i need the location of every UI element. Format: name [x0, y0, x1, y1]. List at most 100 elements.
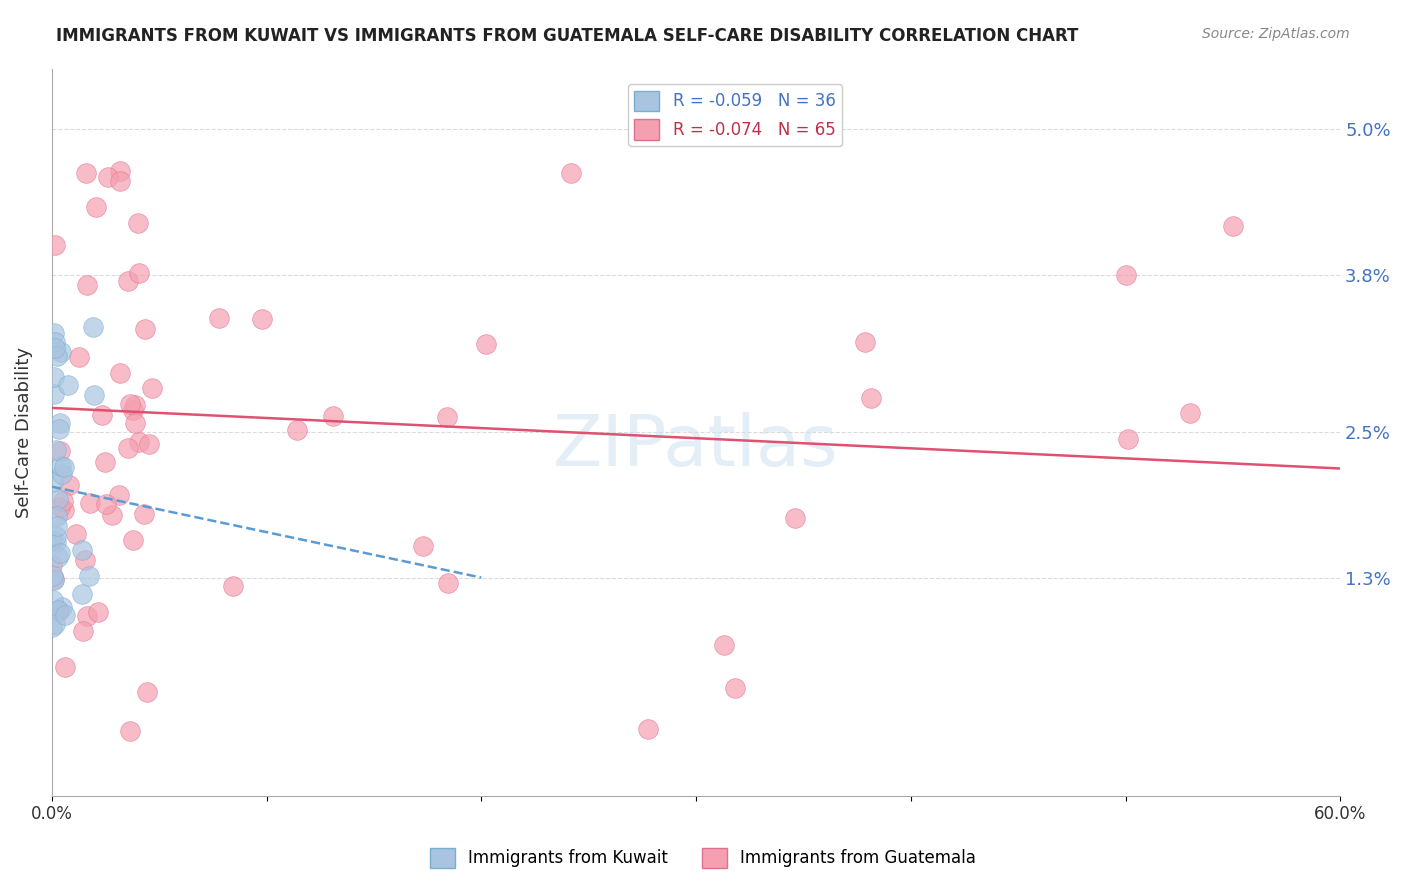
Point — [46, 518, 69, 533]
Point — [136, 685, 159, 699]
Point — [250, 312, 273, 326]
Point — [48, 500, 70, 515]
Point — [41, 533, 63, 547]
Legend: Immigrants from Kuwait, Immigrants from Guatemala: Immigrants from Kuwait, Immigrants from … — [423, 841, 983, 875]
Point — [49, 344, 72, 359]
Point — [637, 723, 659, 737]
Point — [853, 334, 876, 349]
Point — [41, 558, 63, 573]
Point — [128, 434, 150, 449]
Point — [82, 320, 104, 334]
Point — [120, 724, 142, 739]
Point — [76, 608, 98, 623]
Point — [285, 423, 308, 437]
Point — [221, 578, 243, 592]
Point — [49, 546, 72, 560]
Point — [108, 164, 131, 178]
Point — [58, 477, 80, 491]
Point — [42, 370, 65, 384]
Text: ZIPatlas: ZIPatlas — [553, 412, 839, 481]
Text: Source: ZipAtlas.com: Source: ZipAtlas.com — [1202, 27, 1350, 41]
Point — [44, 572, 66, 586]
Point — [108, 366, 131, 380]
Point — [65, 526, 87, 541]
Point — [46, 349, 69, 363]
Point — [208, 310, 231, 325]
Legend: R = -0.059   N = 36, R = -0.074   N = 65: R = -0.059 N = 36, R = -0.074 N = 65 — [627, 84, 842, 146]
Point — [96, 497, 118, 511]
Point — [122, 402, 145, 417]
Point — [560, 166, 582, 180]
Point — [117, 274, 139, 288]
Point — [1116, 432, 1139, 446]
Point — [53, 660, 76, 674]
Point — [108, 174, 131, 188]
Point — [53, 503, 76, 517]
Point — [70, 587, 93, 601]
Point — [45, 529, 67, 543]
Point — [1178, 406, 1201, 420]
Point — [83, 388, 105, 402]
Point — [1115, 268, 1137, 282]
Point — [127, 215, 149, 229]
Point — [122, 533, 145, 547]
Point — [41, 620, 63, 634]
Point — [48, 604, 70, 618]
Point — [107, 488, 129, 502]
Text: IMMIGRANTS FROM KUWAIT VS IMMIGRANTS FROM GUATEMALA SELF-CARE DISABILITY CORRELA: IMMIGRANTS FROM KUWAIT VS IMMIGRANTS FRO… — [56, 27, 1078, 45]
Point — [412, 539, 434, 553]
Point — [124, 398, 146, 412]
Point — [141, 381, 163, 395]
Point — [79, 495, 101, 509]
Point — [75, 553, 97, 567]
Point — [84, 200, 107, 214]
Point — [46, 492, 69, 507]
Point — [118, 397, 141, 411]
Point — [860, 391, 883, 405]
Point — [45, 442, 67, 457]
Point — [94, 455, 117, 469]
Point — [45, 535, 67, 549]
Point — [51, 600, 73, 615]
Point — [322, 409, 344, 424]
Point — [75, 166, 97, 180]
Point — [128, 266, 150, 280]
Point — [48, 416, 70, 430]
Point — [42, 569, 65, 583]
Point — [138, 437, 160, 451]
Y-axis label: Self-Care Disability: Self-Care Disability — [15, 347, 32, 517]
Point — [475, 336, 498, 351]
Point — [42, 475, 65, 490]
Point — [134, 507, 156, 521]
Point — [713, 639, 735, 653]
Point — [42, 573, 65, 587]
Point — [70, 542, 93, 557]
Point — [42, 387, 65, 401]
Point — [436, 576, 458, 591]
Point — [42, 326, 65, 340]
Point — [53, 460, 76, 475]
Point — [76, 277, 98, 292]
Point — [72, 624, 94, 639]
Point — [52, 493, 75, 508]
Point — [101, 508, 124, 523]
Point — [724, 681, 747, 695]
Point — [49, 443, 72, 458]
Point — [49, 458, 72, 473]
Point — [134, 321, 156, 335]
Point — [51, 467, 73, 482]
Point — [117, 441, 139, 455]
Point — [86, 606, 108, 620]
Point — [124, 416, 146, 430]
Point — [46, 549, 69, 564]
Point — [436, 410, 458, 425]
Point — [44, 341, 66, 355]
Point — [67, 350, 90, 364]
Point — [91, 408, 114, 422]
Point — [44, 616, 66, 631]
Point — [45, 508, 67, 523]
Point — [1222, 219, 1244, 233]
Point — [56, 378, 79, 392]
Point — [46, 603, 69, 617]
Point — [97, 169, 120, 184]
